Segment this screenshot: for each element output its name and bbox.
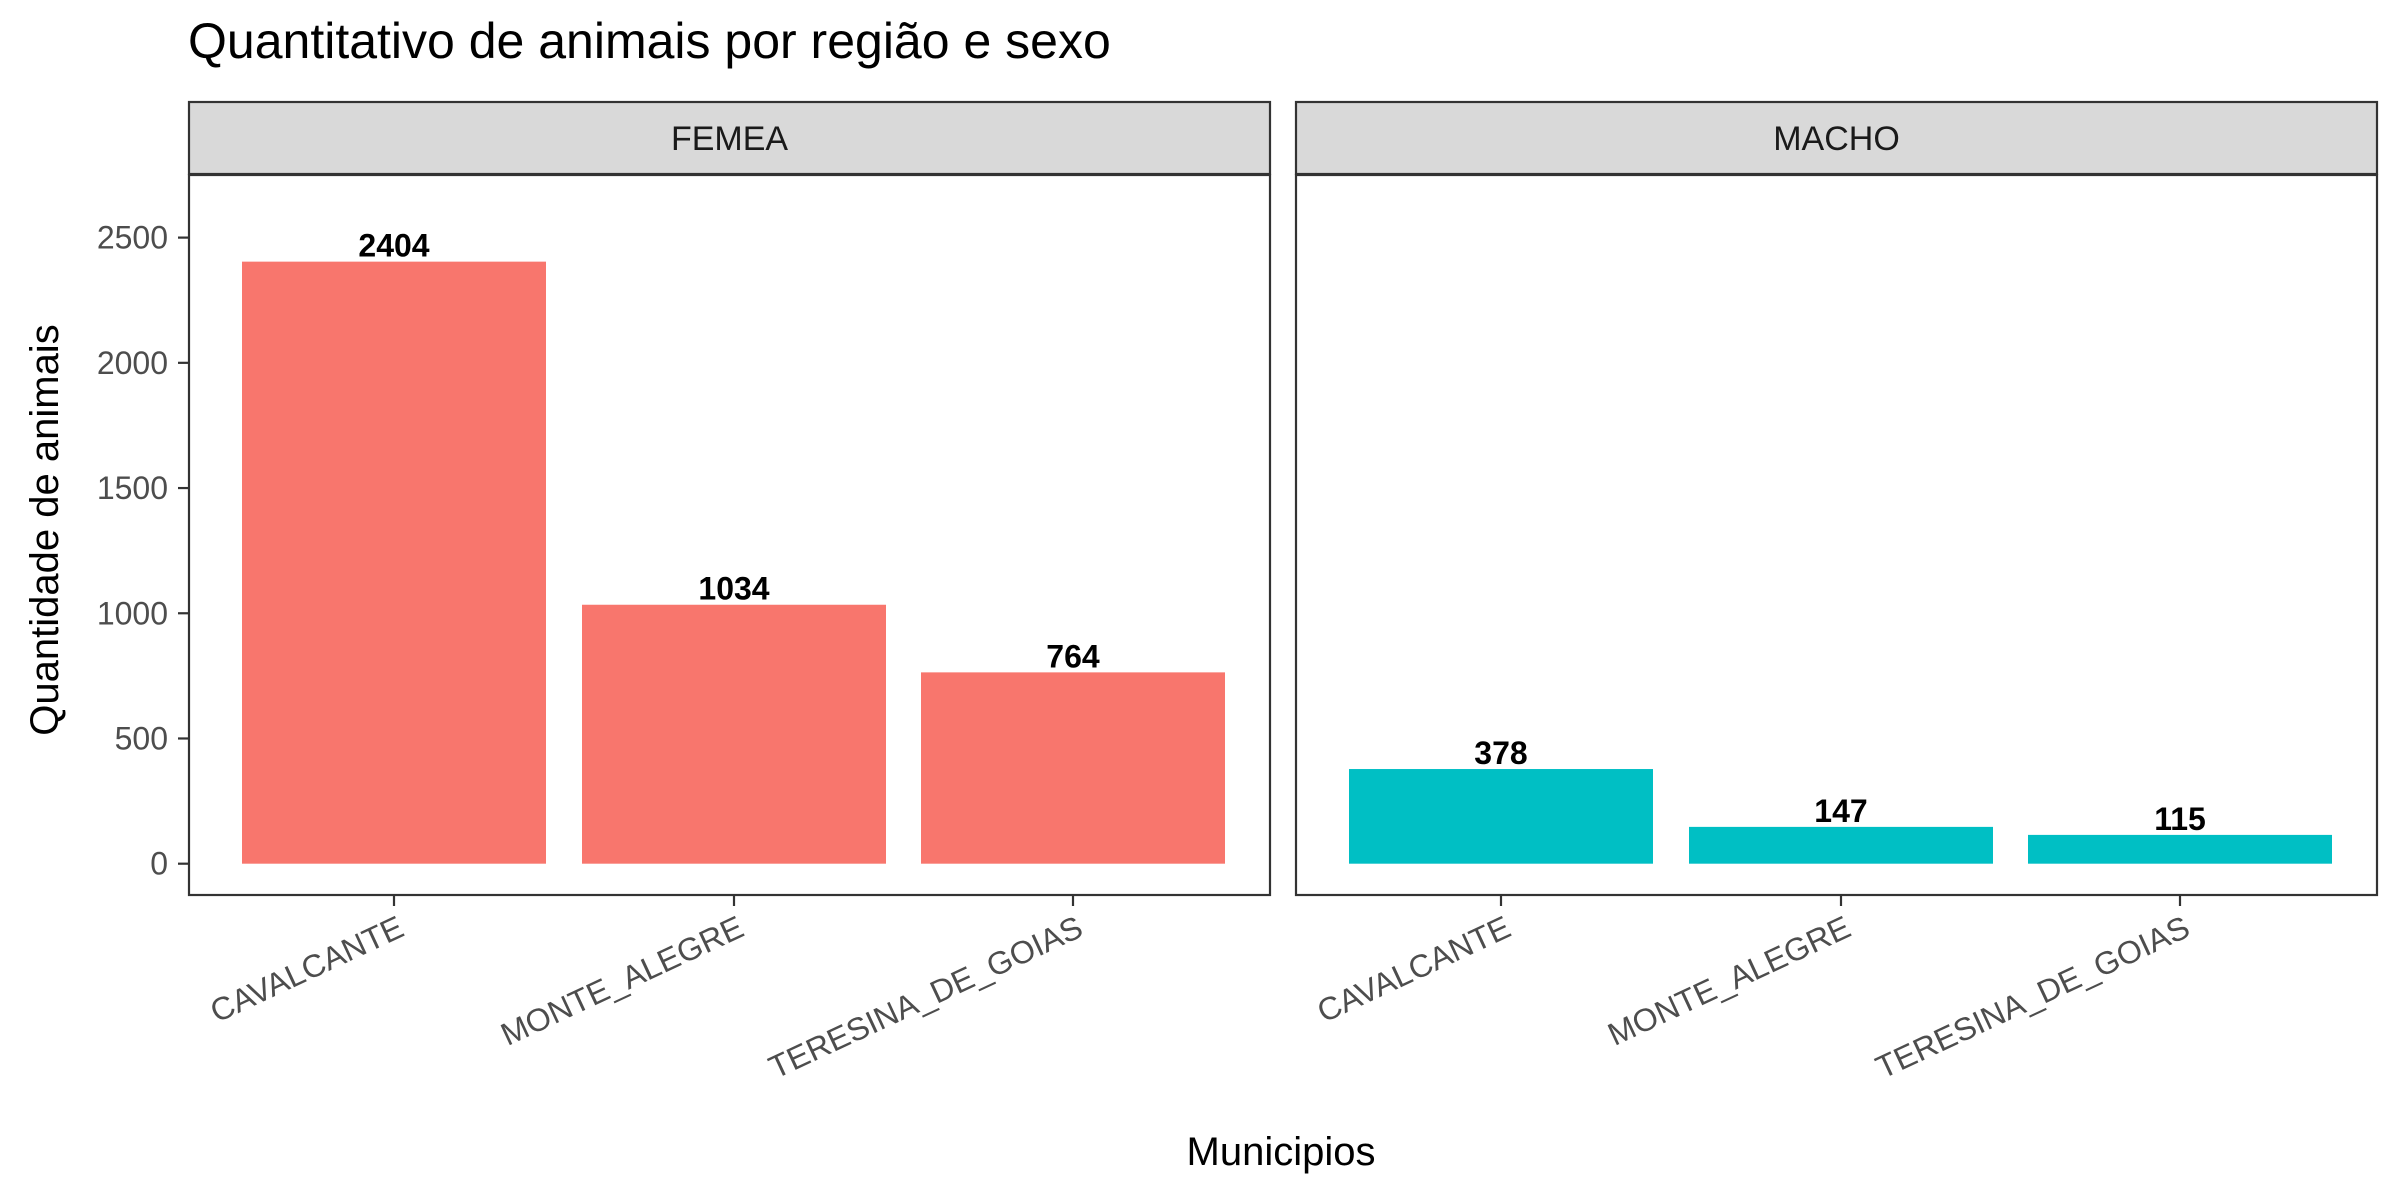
facet-strip-label: MACHO [1773, 120, 1900, 158]
y-tick-label: 2500 [97, 220, 168, 256]
y-tick-label: 0 [150, 846, 168, 882]
bar-value-label: 764 [1046, 638, 1100, 674]
x-tick-label: MONTE_ALEGRE [1602, 909, 1856, 1053]
bar [1689, 826, 1993, 864]
y-tick-label: 500 [115, 720, 168, 756]
facet-panels: FEMEA 2404 CAVALCANTE 1034 MONTE_ALEGRE 764 TE… [187, 100, 2379, 1086]
y-tick-label: 1500 [97, 470, 168, 506]
y-tick-label: 1000 [97, 595, 168, 631]
bar-value-label: 2404 [358, 228, 429, 264]
x-axis-title: Municipios [1187, 1130, 1376, 1174]
chart-title: Quantitativo de animais por região e sex… [188, 13, 1111, 69]
bar-value-label: 147 [1814, 793, 1867, 829]
bar-value-label: 115 [2154, 801, 2206, 837]
x-tick-label: TERESINA_DE_GOIAS [1870, 909, 2195, 1086]
x-tick-label: MONTE_ALEGRE [495, 909, 749, 1053]
bar [921, 672, 1225, 864]
facet-strip-label: FEMEA [671, 120, 788, 158]
y-axis-title: Quantidade de animais [23, 324, 67, 735]
bar [242, 261, 546, 864]
bar-value-label: 378 [1474, 735, 1527, 771]
bar [2028, 834, 2332, 864]
facet-panel-femea: FEMEA 2404 CAVALCANTE 1034 MONTE_ALEGRE 764 TE… [187, 100, 1272, 1086]
x-tick-label: CAVALCANTE [205, 909, 409, 1030]
y-axis: 0 500 1000 1500 2000 2500 [97, 220, 189, 882]
x-tick-label: TERESINA_DE_GOIAS [763, 909, 1088, 1086]
x-tick-label: CAVALCANTE [1312, 909, 1516, 1030]
panel-border [187, 173, 1272, 897]
bar [1349, 769, 1653, 864]
y-tick-label: 2000 [97, 345, 168, 381]
bar [582, 604, 886, 864]
facet-panel-macho: MACHO 378 CAVALCANTE 147 MONTE_ALEGRE 115 TERE… [1294, 100, 2379, 1086]
panel-border [1294, 173, 2379, 897]
bar-value-label: 1034 [698, 571, 769, 607]
